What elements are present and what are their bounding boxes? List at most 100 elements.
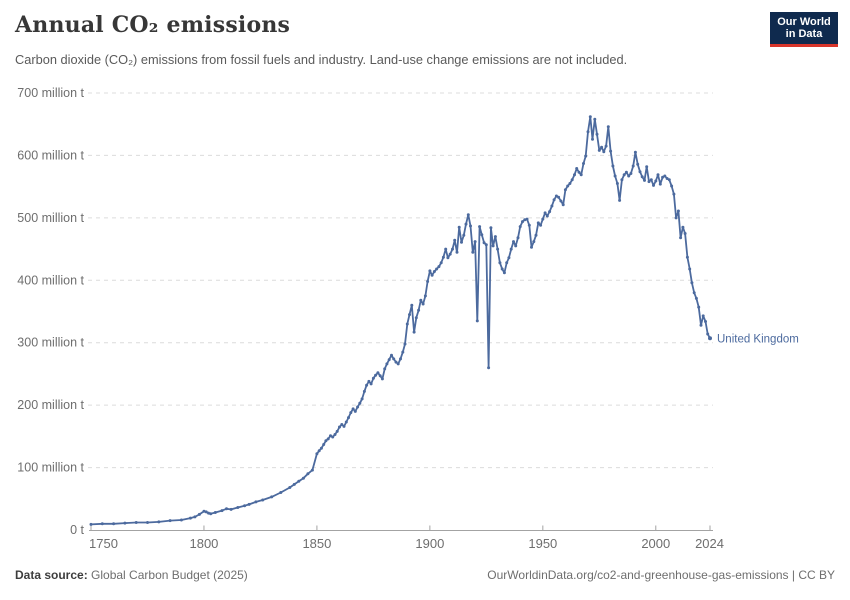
data-point-2012 [681, 225, 685, 229]
data-point-1958 [559, 199, 563, 203]
data-point-1997 [647, 180, 651, 184]
data-point-1953 [548, 210, 552, 214]
data-point-1844 [301, 476, 305, 480]
data-point-1968 [582, 162, 585, 165]
data-point-1893 [412, 330, 416, 334]
chart-footer: Data source: Global Carbon Budget (2025)… [15, 568, 835, 582]
data-point-1899 [426, 280, 430, 283]
data-point-1897 [421, 302, 425, 306]
data-point-1949 [539, 223, 543, 227]
data-point-2008 [672, 192, 676, 196]
data-point-1966 [577, 170, 581, 174]
data-point-1886 [396, 362, 400, 366]
data-point-1887 [399, 357, 402, 361]
data-point-2013 [683, 232, 687, 235]
data-point-1820 [247, 502, 251, 506]
data-point-2005 [665, 177, 669, 180]
series-end-label[interactable]: United Kingdom [717, 333, 799, 345]
data-point-1868 [356, 405, 360, 409]
data-point-1945 [530, 245, 533, 249]
y-tick-label-200: 200 million t [17, 398, 84, 412]
data-point-1770 [134, 521, 138, 524]
data-point-1808 [220, 509, 224, 513]
owid-logo-line1: Our World [777, 15, 831, 28]
x-tick-label-1850: 1850 [302, 536, 331, 551]
data-point-1917 [466, 213, 470, 217]
data-point-1938 [514, 244, 518, 248]
y-tick-label-400: 400 million t [17, 273, 84, 287]
data-point-1913 [457, 225, 461, 229]
data-point-1894 [414, 316, 418, 320]
emissions-line-united-kingdom[interactable] [90, 115, 711, 526]
data-point-1916 [464, 222, 468, 226]
data-point-1840 [292, 482, 296, 486]
data-point-1948 [536, 221, 540, 225]
data-point-1969 [584, 154, 588, 158]
data-point-1965 [575, 167, 579, 170]
data-point-1915 [462, 233, 466, 237]
data-point-2011 [679, 236, 683, 240]
data-point-1930 [496, 247, 500, 251]
data-point-1973 [593, 117, 597, 121]
data-point-1852 [319, 446, 323, 450]
data-point-1812 [229, 507, 233, 511]
data-point-1883 [390, 353, 393, 357]
data-point-1818 [243, 504, 247, 508]
data-point-1760 [112, 522, 116, 526]
data-point-1890 [405, 322, 409, 326]
data-point-1904 [437, 265, 441, 269]
data-point-1853 [322, 443, 326, 446]
data-point-1834 [279, 491, 283, 494]
data-point-2006 [667, 178, 671, 182]
data-point-2023 [706, 332, 710, 336]
data-point-1765 [123, 521, 127, 525]
data-point-1857 [331, 435, 335, 439]
data-point-1985 [620, 178, 624, 182]
data-point-1959 [561, 203, 565, 207]
data-point-1874 [369, 382, 373, 386]
data-point-1901 [430, 273, 434, 277]
data-point-1998 [649, 178, 653, 182]
data-point-1801 [204, 510, 208, 514]
data-point-1790 [179, 518, 183, 522]
chart-title: Annual CO₂ emissions [15, 12, 291, 38]
data-point-1871 [362, 389, 366, 393]
data-point-2015 [688, 267, 692, 271]
x-tick-label-1800: 1800 [189, 536, 218, 551]
data-point-1984 [618, 198, 622, 202]
data-point-1878 [378, 374, 382, 378]
data-point-1856 [329, 434, 332, 438]
data-point-1979 [606, 125, 610, 129]
data-point-1960 [563, 188, 567, 192]
data-point-1982 [613, 174, 617, 178]
data-point-1848 [310, 468, 314, 472]
data-point-2021 [701, 314, 705, 318]
data-point-1976 [600, 145, 604, 149]
data-point-1995 [643, 178, 646, 182]
data-point-1851 [317, 449, 321, 453]
data-point-1961 [566, 184, 570, 188]
data-point-1972 [591, 137, 594, 141]
data-point-1785 [168, 519, 172, 523]
data-point-1974 [595, 132, 599, 136]
data-point-1872 [365, 383, 369, 387]
data-point-1898 [423, 294, 427, 298]
data-point-1855 [326, 437, 330, 441]
data-point-1993 [638, 170, 642, 174]
data-point-1986 [622, 173, 626, 177]
data-point-2022 [704, 320, 707, 323]
footer-link[interactable]: OurWorldinData.org/co2-and-greenhouse-ga… [487, 568, 835, 582]
data-point-1860 [338, 425, 341, 429]
data-point-1875 [371, 376, 375, 380]
data-point-1954 [550, 204, 554, 208]
data-point-1940 [518, 225, 522, 229]
owid-logo[interactable]: Our World in Data [770, 12, 838, 47]
data-point-1823 [254, 500, 258, 504]
data-point-1896 [419, 298, 423, 302]
data-point-1884 [392, 357, 396, 361]
data-point-1810 [225, 507, 228, 511]
data-point-1803 [209, 512, 213, 516]
data-point-1755 [100, 522, 104, 526]
x-tick-label-1950: 1950 [528, 536, 557, 551]
